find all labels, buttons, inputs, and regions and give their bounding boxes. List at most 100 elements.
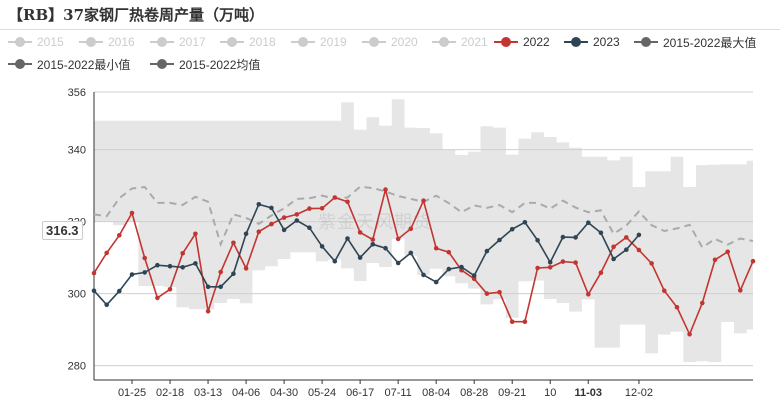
data-point-2022[interactable] bbox=[471, 276, 477, 282]
data-point-2023[interactable] bbox=[180, 265, 185, 270]
data-point-2022[interactable] bbox=[370, 237, 376, 242]
data-point-2023[interactable] bbox=[294, 218, 300, 223]
data-point-2022[interactable] bbox=[117, 233, 122, 238]
data-point-2023[interactable] bbox=[256, 202, 262, 207]
data-point-2022[interactable] bbox=[522, 319, 528, 325]
data-point-2023[interactable] bbox=[307, 225, 312, 230]
data-point-2023[interactable] bbox=[522, 220, 528, 225]
data-point-2022[interactable] bbox=[433, 245, 439, 251]
legend-item-2023[interactable]: 2023 bbox=[564, 32, 620, 52]
data-point-2023[interactable] bbox=[243, 231, 249, 237]
data-point-2022[interactable] bbox=[535, 265, 540, 271]
data-point-2022[interactable] bbox=[243, 266, 249, 271]
data-point-2023[interactable] bbox=[383, 245, 388, 251]
data-point-2022[interactable] bbox=[459, 267, 464, 273]
data-point-2022[interactable] bbox=[357, 230, 363, 235]
legend-item-2017[interactable]: 2017 bbox=[150, 32, 206, 52]
data-point-2023[interactable] bbox=[611, 256, 616, 262]
data-point-2022[interactable] bbox=[205, 308, 211, 314]
data-point-2022[interactable] bbox=[636, 247, 642, 253]
data-point-2022[interactable] bbox=[649, 261, 654, 266]
data-point-2023[interactable] bbox=[218, 284, 223, 290]
legend-item-2020[interactable]: 2020 bbox=[362, 32, 418, 52]
data-point-2022[interactable] bbox=[586, 292, 591, 297]
data-point-2022[interactable] bbox=[345, 199, 350, 205]
data-point-2022[interactable] bbox=[738, 288, 743, 293]
data-point-2022[interactable] bbox=[395, 236, 401, 242]
data-point-2023[interactable] bbox=[91, 288, 97, 294]
data-point-2023[interactable] bbox=[142, 270, 147, 275]
data-point-2022[interactable] bbox=[129, 210, 135, 216]
data-point-2022[interactable] bbox=[674, 305, 680, 310]
data-point-2022[interactable] bbox=[155, 295, 160, 301]
data-point-2023[interactable] bbox=[370, 242, 376, 247]
data-point-2023[interactable] bbox=[319, 244, 325, 249]
data-point-2023[interactable] bbox=[433, 279, 439, 285]
legend-item-2018[interactable]: 2018 bbox=[220, 32, 276, 52]
data-point-2022[interactable] bbox=[573, 260, 578, 265]
data-point-2023[interactable] bbox=[535, 238, 540, 243]
data-point-2022[interactable] bbox=[611, 244, 616, 250]
data-point-2022[interactable] bbox=[269, 221, 274, 227]
data-point-2023[interactable] bbox=[117, 288, 122, 294]
data-point-2023[interactable] bbox=[547, 260, 553, 265]
data-point-2022[interactable] bbox=[332, 195, 338, 200]
legend-item-2015-2022最小值[interactable]: 2015-2022最小值 bbox=[8, 54, 130, 74]
data-point-2023[interactable] bbox=[573, 235, 578, 240]
data-point-2023[interactable] bbox=[497, 237, 502, 243]
data-point-2022[interactable] bbox=[256, 229, 262, 234]
data-point-2022[interactable] bbox=[104, 250, 109, 256]
data-point-2023[interactable] bbox=[598, 230, 604, 236]
data-point-2023[interactable] bbox=[129, 272, 135, 277]
data-point-2023[interactable] bbox=[167, 263, 173, 269]
data-point-2022[interactable] bbox=[421, 198, 426, 203]
data-point-2023[interactable] bbox=[332, 258, 338, 264]
data-point-2022[interactable] bbox=[307, 206, 312, 211]
data-point-2022[interactable] bbox=[193, 231, 198, 237]
data-point-2022[interactable] bbox=[294, 212, 300, 217]
data-point-2023[interactable] bbox=[586, 220, 591, 225]
data-point-2023[interactable] bbox=[205, 284, 211, 290]
legend-item-2015[interactable]: 2015 bbox=[8, 32, 64, 52]
data-point-2023[interactable] bbox=[155, 262, 160, 268]
data-point-2022[interactable] bbox=[281, 215, 287, 220]
data-point-2023[interactable] bbox=[357, 255, 363, 260]
data-point-2022[interactable] bbox=[560, 259, 566, 264]
data-point-2022[interactable] bbox=[700, 300, 705, 306]
data-point-2023[interactable] bbox=[509, 226, 515, 232]
legend-item-2015-2022最大值[interactable]: 2015-2022最大值 bbox=[634, 32, 756, 52]
data-point-2022[interactable] bbox=[687, 332, 692, 337]
data-point-2023[interactable] bbox=[193, 261, 198, 266]
data-point-2023[interactable] bbox=[345, 236, 350, 241]
data-point-2023[interactable] bbox=[636, 232, 642, 238]
data-point-2023[interactable] bbox=[104, 302, 109, 308]
data-point-2023[interactable] bbox=[231, 271, 236, 277]
legend-item-2021[interactable]: 2021 bbox=[432, 32, 488, 52]
legend-item-2019[interactable]: 2019 bbox=[291, 32, 347, 52]
data-point-2022[interactable] bbox=[712, 257, 718, 263]
data-point-2023[interactable] bbox=[471, 273, 477, 278]
data-point-2022[interactable] bbox=[662, 288, 667, 294]
data-point-2022[interactable] bbox=[598, 270, 604, 276]
data-point-2022[interactable] bbox=[167, 287, 173, 292]
data-point-2022[interactable] bbox=[750, 258, 756, 264]
data-point-2022[interactable] bbox=[725, 249, 730, 255]
data-point-2023[interactable] bbox=[421, 272, 426, 278]
data-point-2022[interactable] bbox=[509, 319, 515, 325]
data-point-2023[interactable] bbox=[281, 227, 287, 233]
data-point-2022[interactable] bbox=[624, 235, 629, 240]
legend-item-2016[interactable]: 2016 bbox=[79, 32, 135, 52]
data-point-2023[interactable] bbox=[446, 266, 452, 272]
data-point-2023[interactable] bbox=[459, 264, 464, 270]
data-point-2023[interactable] bbox=[484, 248, 490, 254]
data-point-2022[interactable] bbox=[91, 270, 97, 276]
data-point-2022[interactable] bbox=[319, 206, 325, 211]
data-point-2022[interactable] bbox=[497, 289, 502, 295]
data-point-2022[interactable] bbox=[484, 291, 490, 296]
legend-item-2022[interactable]: 2022 bbox=[494, 32, 550, 52]
data-point-2023[interactable] bbox=[408, 250, 414, 256]
data-point-2022[interactable] bbox=[446, 249, 452, 255]
data-point-2022[interactable] bbox=[383, 187, 388, 192]
data-point-2023[interactable] bbox=[395, 260, 401, 266]
data-point-2022[interactable] bbox=[142, 255, 147, 261]
